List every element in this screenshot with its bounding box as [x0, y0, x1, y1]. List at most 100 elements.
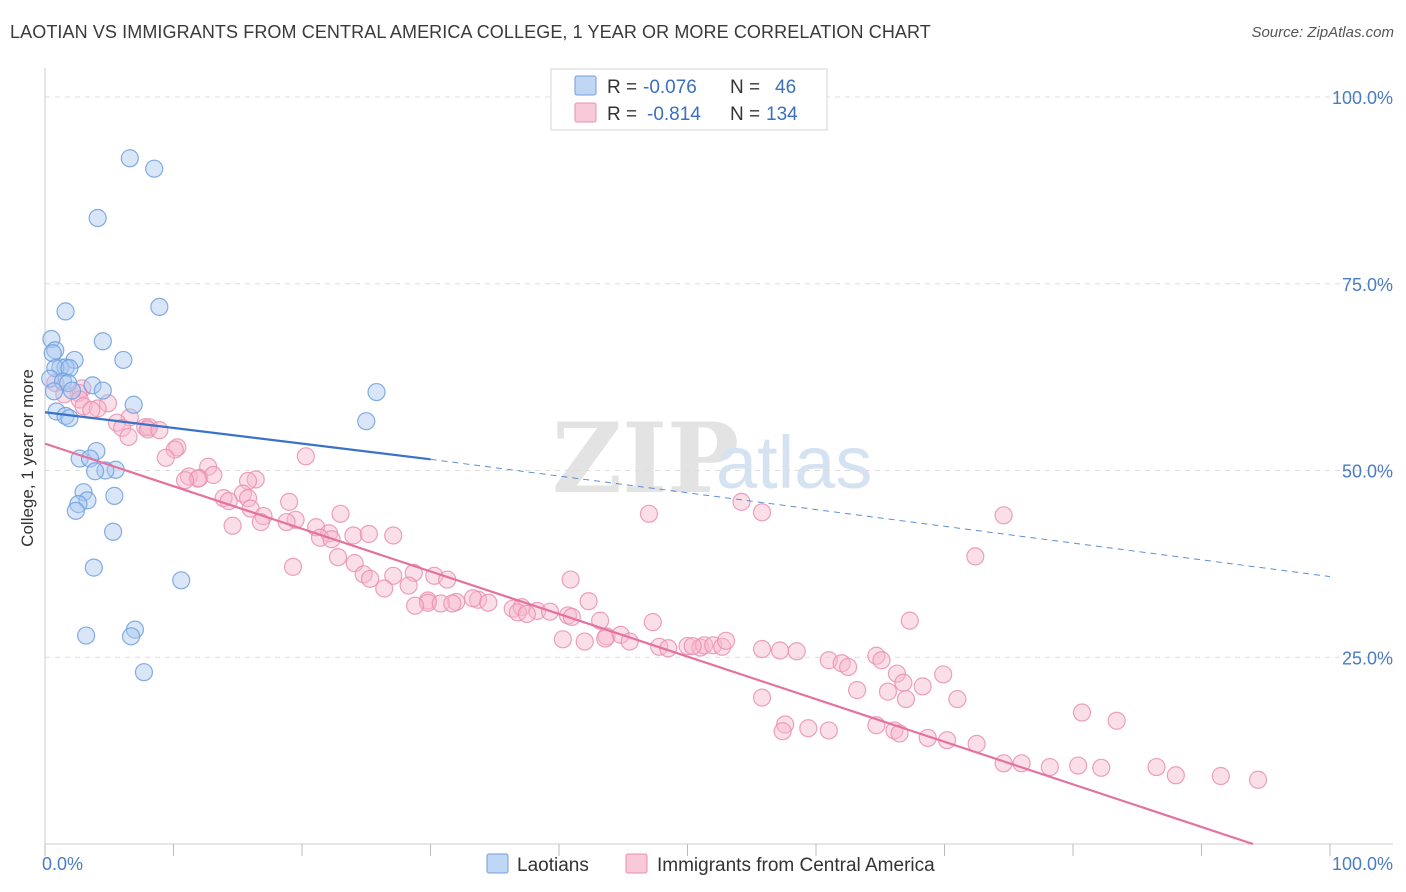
laotians-point: [86, 462, 105, 481]
immigrants-point: [508, 603, 527, 622]
laotians-point: [43, 344, 62, 363]
immigrants-point: [251, 512, 270, 532]
x-tick-label: 0.0%: [42, 854, 83, 874]
immigrants-point: [716, 631, 736, 650]
y-tick-labels: 25.0% 50.0% 75.0% 100.0%: [1332, 88, 1393, 668]
laotians-point: [84, 558, 103, 577]
laotians-point: [88, 208, 107, 228]
immigrants-point: [752, 688, 772, 707]
legend-n-label-immigrants: N =: [730, 104, 760, 125]
immigrants-point: [463, 589, 483, 608]
immigrants-point: [479, 593, 498, 612]
immigrants-point: [223, 516, 242, 535]
immigrants-point: [575, 632, 594, 651]
laotians-point: [150, 297, 169, 317]
immigrants-point: [787, 642, 806, 661]
legend-r-label-immigrants: R =: [607, 104, 637, 125]
watermark: ZIP atlas: [552, 402, 872, 515]
immigrants-point: [770, 641, 790, 660]
x-tick-labels: 0.0% 100.0%: [42, 854, 1393, 874]
immigrants-point: [190, 468, 209, 488]
immigrants-point: [896, 689, 916, 709]
immigrants-point: [156, 448, 175, 467]
series-legend-swatch-immigrants: [625, 853, 648, 874]
immigrants-point: [878, 682, 898, 701]
laotians-point: [120, 149, 139, 168]
series-legend-label-laotians: Laotians: [517, 855, 589, 876]
immigrants-point: [948, 689, 967, 709]
laotians-point: [56, 302, 75, 321]
immigrants-point: [82, 400, 101, 420]
immigrants-point: [1040, 757, 1059, 777]
series-legend-label-immigrants: Immigrants from Central America: [657, 855, 935, 876]
immigrants-point: [1248, 770, 1268, 789]
immigrants-point: [150, 421, 169, 440]
immigrants-point: [1012, 754, 1031, 773]
laotians-points: [41, 149, 386, 682]
laotians-point: [367, 382, 386, 402]
immigrants-point: [1166, 766, 1185, 785]
immigrants-point: [119, 427, 138, 446]
laotians-point: [96, 461, 115, 480]
laotians-point: [134, 663, 154, 682]
immigrants-point: [283, 557, 303, 576]
immigrants-point: [375, 579, 394, 598]
laotians-point: [78, 491, 97, 510]
immigrants-point: [839, 657, 858, 677]
immigrants-point: [405, 596, 425, 615]
laotians-point: [46, 359, 65, 378]
immigrants-point: [643, 613, 662, 632]
immigrants-point: [277, 512, 296, 532]
immigrants-point: [528, 601, 547, 621]
immigrants-point: [732, 492, 751, 511]
immigrants-point: [752, 503, 772, 522]
immigrants-point: [280, 492, 299, 511]
immigrants-point: [562, 607, 581, 627]
laotians-point: [357, 412, 376, 431]
immigrants-point: [384, 566, 403, 585]
correlation-legend: R = -0.076 N = 46 R = -0.814 N = 134: [550, 68, 828, 131]
laotians-point: [105, 486, 124, 505]
immigrants-point: [238, 489, 258, 508]
immigrants-point: [994, 506, 1013, 525]
laotians-point: [172, 571, 191, 590]
immigrants-point: [399, 576, 418, 595]
legend-box: [550, 68, 828, 131]
trend-lines: [44, 411, 1331, 846]
immigrants-point: [553, 630, 572, 649]
legend-n-label-laotians: N =: [730, 77, 760, 98]
immigrants-point: [561, 570, 580, 589]
immigrants-point: [966, 547, 985, 566]
immigrants-trend-line: [44, 442, 1254, 846]
immigrants-point: [384, 526, 403, 545]
y-tick-label: 75.0%: [1342, 275, 1393, 295]
immigrants-point: [1211, 766, 1230, 786]
laotians-point: [66, 501, 85, 520]
immigrants-point: [331, 504, 350, 523]
immigrants-point: [359, 524, 378, 544]
immigrants-point: [773, 722, 792, 741]
immigrants-point: [175, 471, 195, 490]
immigrants-point: [819, 721, 838, 740]
immigrants-point: [683, 636, 702, 656]
axes: [44, 68, 1393, 856]
laotians-point: [62, 381, 82, 400]
legend-r-label-laotians: R =: [607, 77, 637, 98]
immigrants-point: [900, 611, 919, 630]
immigrants-point: [112, 418, 132, 438]
immigrants-point: [88, 399, 107, 418]
immigrants-point: [579, 592, 598, 611]
series-legend-swatch-laotians: [486, 853, 509, 874]
laotians-point: [77, 626, 96, 645]
legend-r-value-laotians: -0.076: [643, 77, 697, 98]
laotians-point: [42, 329, 61, 349]
immigrants-point: [848, 681, 867, 700]
series-legend: Laotians Immigrants from Central America: [486, 853, 935, 876]
immigrants-point: [1092, 758, 1111, 777]
immigrants-point: [894, 673, 913, 692]
laotians-point: [93, 332, 112, 351]
laotians-point: [124, 395, 143, 414]
immigrants-point: [328, 548, 348, 567]
immigrants-point: [913, 677, 932, 696]
laotians-point: [121, 627, 141, 646]
